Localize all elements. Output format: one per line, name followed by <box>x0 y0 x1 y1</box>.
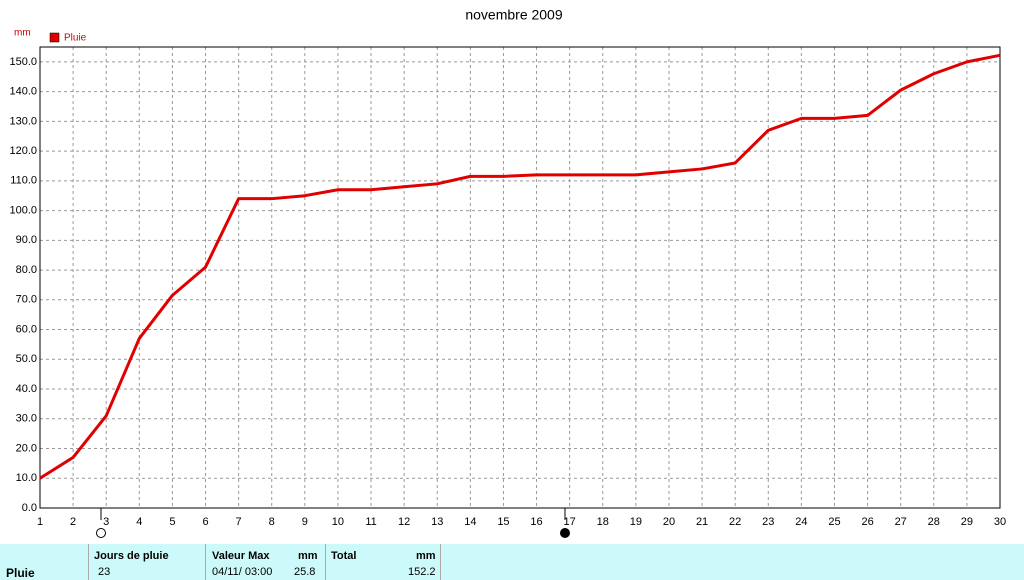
y-axis-label: mm <box>14 28 31 39</box>
row-label: Pluie <box>6 566 35 580</box>
series-line <box>39 53 1001 480</box>
x-tick-label: 28 <box>928 516 940 528</box>
y-tick-label: 60.0 <box>16 323 37 335</box>
y-tick-label: 30.0 <box>16 413 37 425</box>
y-tick-label: 80.0 <box>16 264 37 276</box>
x-tick-label: 27 <box>895 516 907 528</box>
x-tick-label: 24 <box>795 516 807 528</box>
header: mm <box>298 550 318 562</box>
x-tick-label: 22 <box>729 516 741 528</box>
x-tick-label: 20 <box>663 516 675 528</box>
x-tick-label: 30 <box>994 516 1006 528</box>
header: Jours de pluie <box>94 550 169 562</box>
y-tick-label: 130.0 <box>9 115 37 127</box>
cell: 23 <box>98 566 111 578</box>
y-tick-label: 10.0 <box>16 472 37 484</box>
x-tick-label: 14 <box>464 516 476 528</box>
moon-phase <box>96 528 106 538</box>
cell: 04/11/ 03:00 <box>212 566 273 578</box>
x-tick-label: 1 <box>37 516 43 528</box>
y-tick-label: 40.0 <box>16 383 37 395</box>
legend-swatch <box>49 32 60 43</box>
cell: 25.8 <box>294 566 316 578</box>
x-tick-label: 4 <box>136 516 142 528</box>
separator <box>325 544 326 580</box>
x-tick-label: 26 <box>861 516 873 528</box>
separator <box>88 544 89 580</box>
x-tick-label: 19 <box>630 516 642 528</box>
legend-label: Pluie <box>64 33 87 44</box>
summary-table: Jours de pluie Valeur Max mm Total mm Pl… <box>0 544 1024 580</box>
y-tick-label: 120.0 <box>9 145 37 157</box>
x-tick-label: 6 <box>202 516 208 528</box>
x-tick-label: 8 <box>269 516 275 528</box>
x-tick-label: 11 <box>365 516 376 528</box>
y-tick-label: 140.0 <box>9 86 37 98</box>
separator <box>440 544 441 580</box>
y-tick-label: 0.0 <box>22 502 37 514</box>
cell: 152.2 <box>408 566 436 578</box>
x-tick-label: 17 <box>564 516 576 528</box>
x-tick-label: 13 <box>431 516 443 528</box>
y-tick-label: 110.0 <box>10 175 37 187</box>
x-tick-label: 2 <box>70 516 76 528</box>
x-tick-label: 5 <box>169 516 175 528</box>
x-tick-label: 3 <box>103 516 109 528</box>
x-tick-label: 16 <box>530 516 542 528</box>
chart-title: novembre 2009 <box>465 7 563 23</box>
plot-border <box>39 46 1001 509</box>
x-tick-label: 25 <box>828 516 840 528</box>
header: Total <box>331 550 357 562</box>
header: Valeur Max <box>212 550 270 562</box>
x-tick-label: 29 <box>961 516 973 528</box>
x-tick-label: 12 <box>398 516 410 528</box>
x-tick-label: 10 <box>332 516 344 528</box>
x-tick-label: 9 <box>302 516 308 528</box>
y-tick-label: 150.0 <box>9 56 37 68</box>
y-tick-label: 50.0 <box>16 353 37 365</box>
moon-phase <box>560 528 570 538</box>
y-tick-label: 100.0 <box>9 204 37 216</box>
y-tick-label: 70.0 <box>16 294 37 306</box>
x-tick-label: 21 <box>696 516 708 528</box>
chart: novembre 2009 mm Pluie 0.0 10.0 20.0 30.0 40… <box>9 7 1006 538</box>
x-tick-label: 15 <box>497 516 509 528</box>
y-tick-label: 90.0 <box>16 234 37 246</box>
x-tick-label: 18 <box>597 516 609 528</box>
header: mm <box>416 550 436 562</box>
x-tick-label: 23 <box>762 516 774 528</box>
x-tick-label: 7 <box>236 516 242 528</box>
separator <box>205 544 206 580</box>
y-tick-label: 20.0 <box>16 442 37 454</box>
